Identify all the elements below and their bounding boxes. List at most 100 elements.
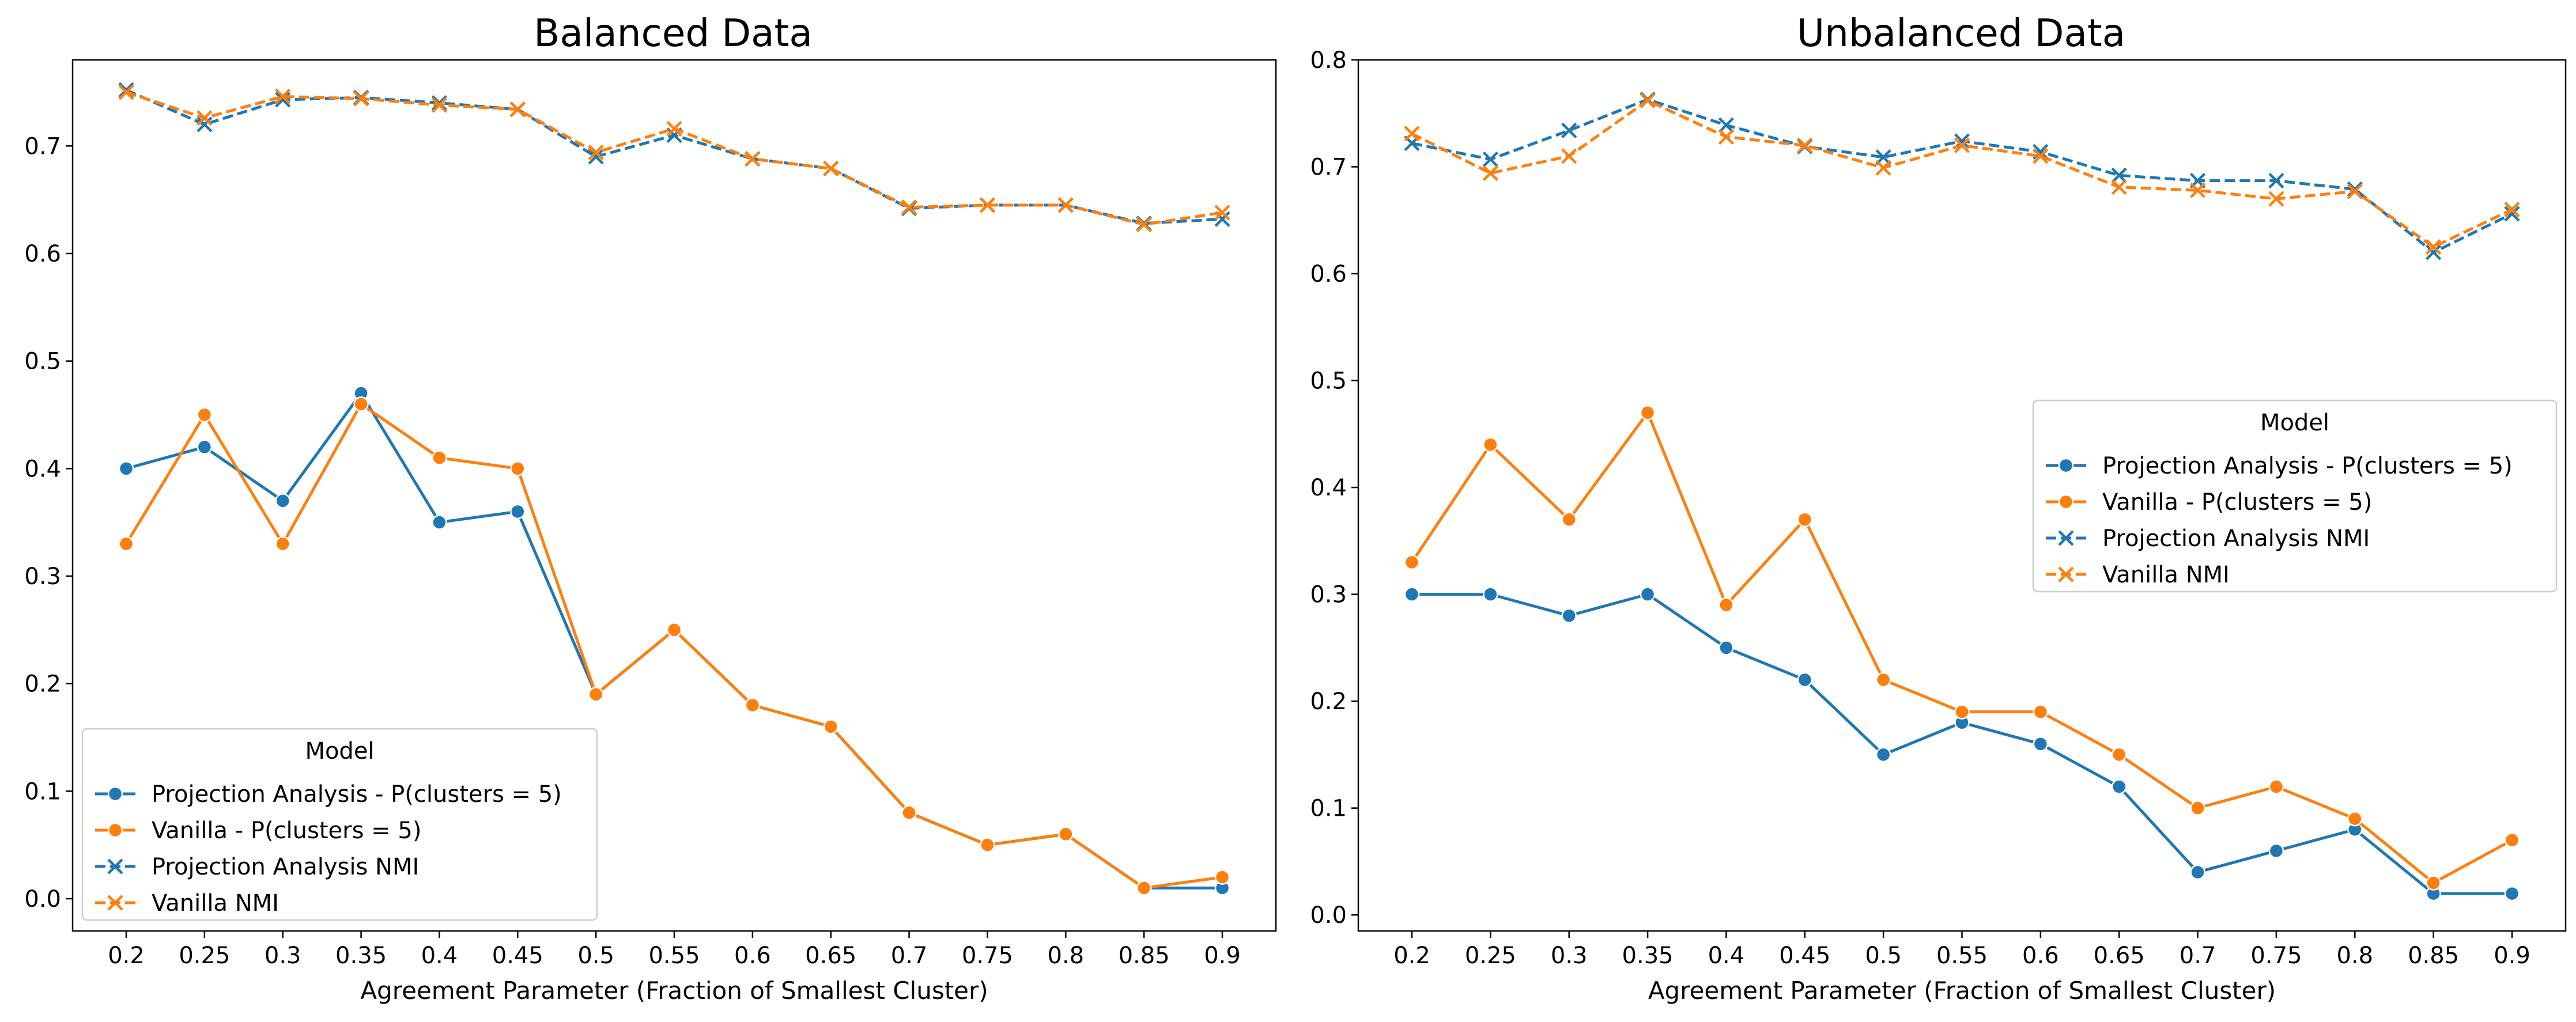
chart-title: Unbalanced Data bbox=[1797, 11, 2125, 55]
series-3 bbox=[1404, 92, 2520, 260]
y-tick-label: 0.0 bbox=[1310, 902, 1347, 929]
data-point bbox=[1875, 747, 1891, 763]
data-point bbox=[1718, 117, 1735, 133]
data-point bbox=[432, 450, 447, 465]
data-point bbox=[275, 92, 291, 108]
data-point bbox=[1561, 512, 1577, 527]
legend-label: Projection Analysis - P(clusters = 5) bbox=[152, 781, 562, 808]
y-tick-label: 0.4 bbox=[1310, 475, 1347, 501]
data-point bbox=[197, 439, 213, 455]
data-point bbox=[2190, 864, 2205, 880]
data-point bbox=[2426, 875, 2441, 891]
y-tick-label: 0.5 bbox=[24, 349, 61, 375]
x-tick-label: 0.6 bbox=[734, 942, 771, 969]
x-tick-label: 0.85 bbox=[2408, 942, 2459, 969]
data-point bbox=[275, 493, 290, 509]
x-tick-label: 0.65 bbox=[2094, 942, 2145, 969]
data-point bbox=[2111, 167, 2127, 183]
data-point bbox=[2426, 244, 2442, 260]
x-tick-label: 0.75 bbox=[962, 942, 1013, 969]
data-point bbox=[2111, 747, 2127, 763]
x-tick-label: 0.6 bbox=[2022, 942, 2059, 969]
legend-label: Vanilla - P(clusters = 5) bbox=[152, 817, 421, 844]
x-tick-label: 0.35 bbox=[335, 942, 387, 969]
data-point bbox=[1214, 869, 1230, 885]
data-point bbox=[275, 88, 291, 105]
data-point bbox=[1797, 672, 1813, 688]
x-tick-label: 0.75 bbox=[2250, 942, 2302, 969]
data-point bbox=[2033, 148, 2049, 164]
legend-marker bbox=[107, 786, 123, 802]
data-point bbox=[118, 536, 134, 552]
data-point bbox=[2504, 206, 2520, 222]
x-tick-label: 0.45 bbox=[492, 942, 543, 969]
y-tick-label: 0.2 bbox=[24, 671, 61, 698]
legend-label: Projection Analysis NMI bbox=[2102, 525, 2370, 552]
data-point bbox=[1483, 586, 1498, 602]
data-point bbox=[823, 719, 838, 735]
data-point bbox=[2347, 811, 2363, 827]
x-tick-label: 0.2 bbox=[108, 942, 145, 969]
data-point bbox=[275, 536, 290, 552]
data-point bbox=[901, 805, 917, 820]
data-point bbox=[2268, 173, 2284, 189]
data-point bbox=[823, 160, 839, 177]
data-point bbox=[353, 396, 369, 412]
legend-label: Vanilla NMI bbox=[152, 890, 279, 917]
series-2 bbox=[1404, 404, 2520, 891]
x-tick-label: 0.25 bbox=[1465, 942, 1516, 969]
data-point bbox=[666, 622, 682, 638]
y-tick-label: 0.2 bbox=[1310, 688, 1347, 715]
data-point bbox=[353, 90, 369, 107]
data-point bbox=[197, 110, 213, 126]
data-point bbox=[1136, 880, 1152, 896]
data-point bbox=[1718, 128, 1735, 145]
data-point bbox=[588, 144, 604, 161]
data-point bbox=[2033, 704, 2049, 720]
legend-marker bbox=[2058, 530, 2074, 546]
data-point bbox=[979, 197, 996, 213]
legend-marker bbox=[2058, 457, 2074, 474]
x-tick-label: 0.55 bbox=[648, 942, 700, 969]
data-point bbox=[197, 407, 213, 423]
data-point bbox=[1483, 437, 1498, 453]
data-point bbox=[2111, 179, 2127, 195]
data-point bbox=[2190, 800, 2205, 816]
y-tick-label: 0.1 bbox=[24, 778, 61, 805]
data-point bbox=[2504, 832, 2520, 848]
x-tick-label: 0.8 bbox=[2336, 942, 2373, 969]
y-tick-label: 0.7 bbox=[24, 133, 61, 160]
legend: Model Projection Analysis - P(clusters = … bbox=[81, 728, 598, 921]
x-tick-label: 0.7 bbox=[891, 942, 928, 969]
y-tick-label: 0.8 bbox=[1310, 47, 1347, 74]
data-point bbox=[1718, 640, 1734, 656]
series-2 bbox=[118, 396, 1230, 896]
series-line bbox=[1411, 99, 2513, 249]
legend-title: Model bbox=[305, 738, 374, 764]
chart-panel-1: Balanced Data 0.2 0.25 0.3 0.35 0.4 0.45 0.5 0.5… bbox=[24, 11, 1277, 1005]
data-point bbox=[666, 120, 682, 137]
legend-marker bbox=[107, 858, 123, 875]
x-axis-label: Agreement Parameter (Fraction of Smalles… bbox=[360, 976, 988, 1005]
data-point bbox=[432, 514, 447, 530]
x-tick-label: 0.5 bbox=[577, 942, 614, 969]
data-point bbox=[1797, 512, 1813, 527]
data-point bbox=[588, 149, 604, 165]
series-line bbox=[126, 90, 1223, 226]
data-point bbox=[1797, 137, 1813, 154]
x-tick-label: 0.8 bbox=[1047, 942, 1084, 969]
legend-title: Model bbox=[2260, 410, 2329, 436]
data-point bbox=[1561, 608, 1577, 623]
data-point bbox=[1214, 205, 1230, 221]
x-tick-label: 0.7 bbox=[2180, 942, 2216, 969]
y-tick-label: 0.6 bbox=[1310, 261, 1347, 287]
data-point bbox=[118, 461, 134, 476]
series-4 bbox=[1404, 92, 2520, 255]
series-1 bbox=[1404, 586, 2520, 902]
data-point bbox=[1136, 217, 1152, 233]
data-point bbox=[901, 199, 917, 215]
data-point bbox=[1561, 148, 1577, 164]
data-point bbox=[1561, 122, 1577, 139]
data-point bbox=[1640, 404, 1656, 421]
